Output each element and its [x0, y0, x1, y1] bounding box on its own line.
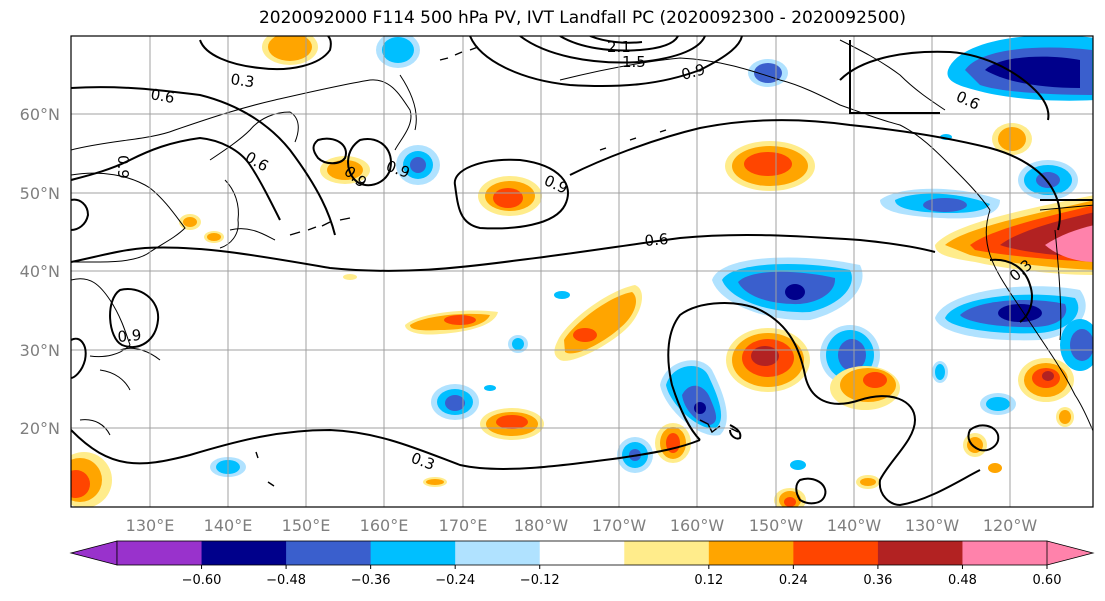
lon-label: 180°W: [514, 516, 569, 535]
contour-label: 0.9: [114, 155, 132, 179]
colorbar-swatch: [539, 541, 625, 565]
colorbar-tick-label: −0.36: [351, 573, 391, 588]
contour-label: 0.9: [679, 60, 707, 84]
colorbar-swatch: [624, 541, 710, 565]
contour-label: 2.1: [607, 38, 631, 56]
lon-label: 130°E: [126, 516, 175, 535]
colorbar-swatch: [455, 541, 541, 565]
colorbar-extend-low: [69, 540, 118, 566]
lat-label: 30°N: [20, 341, 60, 360]
anomaly-positive: [1056, 407, 1074, 427]
anomaly-positive: [935, 195, 1093, 275]
map-content: 0.3 0.6 0.9 0.6 0.9 0.9 0.6 0.9 2.1 1.5 …: [71, 36, 1093, 507]
colorbar-tick-label: 0.60: [1033, 573, 1062, 588]
anomaly-positive: [655, 423, 691, 463]
anomaly-positive: [423, 477, 447, 487]
lon-label: 130°W: [905, 516, 960, 535]
lat-label: 60°N: [20, 105, 60, 124]
lat-label: 40°N: [20, 262, 60, 281]
colorbar-tick-label: −0.12: [520, 573, 560, 588]
colorbar-tick-label: −0.60: [182, 573, 222, 588]
anomaly-positive: [71, 452, 112, 507]
contour-label: 0.9: [117, 326, 142, 346]
colorbar-swatch: [286, 541, 372, 565]
anomaly-negative: [712, 257, 863, 321]
colorbar: −0.60 −0.48 −0.36 −0.24 −0.12 0.12 0.24 0.36 0.4…: [69, 540, 1095, 588]
colorbar-tick-label: 0.48: [948, 573, 977, 588]
anomaly-positive: [725, 141, 815, 191]
anomaly-positive: [554, 285, 643, 361]
anomaly-positive: [1018, 358, 1074, 402]
anomaly-positive: [262, 36, 318, 65]
anomaly-negative: [431, 384, 479, 420]
coastlines: [71, 39, 1093, 436]
anomaly-negative: [617, 437, 653, 473]
lon-label: 170°E: [439, 516, 488, 535]
anomaly-negative: [980, 393, 1016, 415]
colorbar-swatch: [201, 541, 287, 565]
anomaly-positive: [179, 214, 201, 230]
lon-label: 160°E: [360, 516, 409, 535]
colorbar-frame: [116, 540, 1048, 566]
lon-label: 170°W: [592, 516, 647, 535]
lon-label: 140°W: [827, 516, 882, 535]
colorbar-swatch: [877, 541, 963, 565]
anomaly-positive: [343, 274, 1002, 473]
contour-label: 1.5: [622, 53, 646, 71]
contour-label: 0.6: [644, 230, 669, 250]
colorbar-tick-label: 0.36: [863, 573, 892, 588]
longitude-labels: 130°E 140°E 150°E 160°E 170°E 180°W 170°…: [126, 516, 1038, 535]
anomaly-positive: [856, 475, 880, 489]
anomaly-positive: [405, 310, 498, 335]
anomaly-negative: [1060, 319, 1093, 371]
anomaly-positive: [204, 231, 224, 243]
colorbar-extend-high: [1046, 540, 1095, 566]
anomaly-positive: [963, 433, 987, 457]
lat-label: 20°N: [20, 419, 60, 438]
anomaly-negative: [508, 335, 528, 353]
anomaly-negative: [748, 59, 788, 87]
lon-label: 150°W: [749, 516, 804, 535]
contour-label: 0.3: [229, 70, 255, 91]
anomaly-positive: [478, 176, 542, 216]
lon-label: 140°E: [204, 516, 253, 535]
anomaly-negative: [1018, 160, 1078, 200]
colorbar-tick-label: 0.12: [694, 573, 723, 588]
latitude-labels: 60°N 50°N 40°N 30°N 20°N: [20, 105, 60, 438]
anomaly-negative: [947, 36, 1093, 101]
colorbar-tick-label: −0.48: [266, 573, 306, 588]
anomaly-positive: [480, 408, 544, 440]
lon-label: 150°E: [282, 516, 331, 535]
anomaly-positive: [992, 123, 1032, 155]
lon-label: 160°W: [670, 516, 725, 535]
colorbar-swatch: [962, 541, 1048, 565]
graticule: [71, 36, 1093, 507]
contour-label: 0.6: [149, 85, 176, 107]
map-frame: [70, 35, 1094, 508]
lat-label: 50°N: [20, 184, 60, 203]
anomaly-positive: [726, 328, 810, 392]
anomaly-negative: [932, 361, 948, 383]
anomaly-negative: [880, 188, 1000, 219]
anomaly-positive: [774, 488, 806, 507]
colorbar-tick-label: 0.24: [779, 573, 808, 588]
colorbar-swatch: [793, 541, 879, 565]
colorbar-swatch: [370, 541, 456, 565]
pv-contours: [71, 36, 1093, 507]
lon-label: 120°W: [983, 516, 1038, 535]
anomaly-negative: [376, 36, 420, 68]
colorbar-swatch: [708, 541, 794, 565]
anomaly-negative: [396, 145, 440, 185]
map-title: 2020092000 F114 500 hPa PV, IVT Landfall…: [258, 8, 906, 28]
colorbar-tick-label: −0.24: [435, 573, 475, 588]
anomaly-negative: [660, 360, 727, 436]
colorbar-swatch: [117, 541, 203, 565]
